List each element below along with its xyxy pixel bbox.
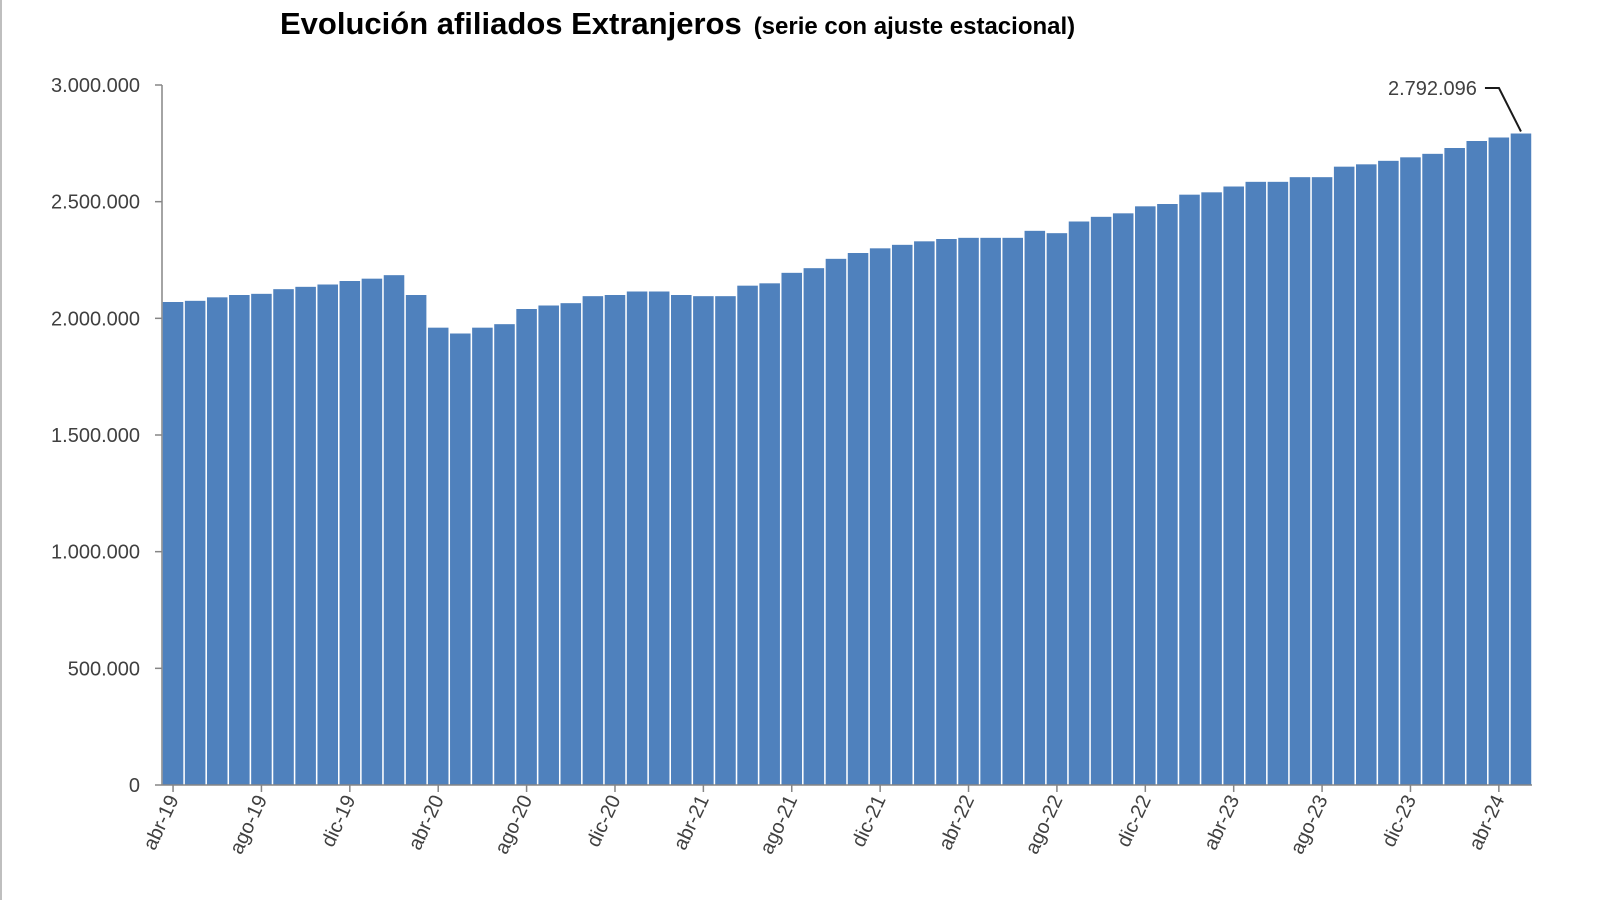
bar — [427, 327, 449, 785]
x-tick-label: abr-23 — [1200, 792, 1244, 854]
bar — [1311, 177, 1333, 786]
chart-title-main: Evolución afiliados Extranjeros — [280, 6, 742, 41]
bar — [1289, 177, 1311, 786]
bar — [648, 291, 670, 785]
bar — [494, 324, 515, 785]
bar — [229, 295, 250, 785]
bar — [472, 327, 493, 785]
bar — [383, 275, 405, 785]
bar — [1422, 153, 1443, 785]
bar — [582, 296, 604, 785]
bar — [693, 296, 714, 785]
bar — [869, 248, 891, 785]
x-tick-label: abr-20 — [404, 792, 448, 854]
bar — [560, 303, 582, 785]
bar — [671, 295, 692, 785]
annotation-label: 2.792.096 — [1388, 78, 1477, 100]
y-tick-label: 3.000.000 — [51, 75, 140, 97]
bar — [626, 291, 648, 785]
x-tick-label: abr-21 — [670, 792, 714, 854]
bar — [759, 283, 780, 785]
bar — [317, 284, 338, 785]
bar — [1135, 206, 1156, 785]
x-tick-label: dic-21 — [848, 792, 891, 851]
bar — [604, 295, 626, 785]
bar — [1333, 166, 1355, 786]
bar — [405, 295, 427, 785]
x-tick-label: abr-19 — [139, 792, 183, 854]
x-tick-label: abr-24 — [1465, 792, 1509, 854]
bar — [1356, 164, 1377, 785]
bar — [1179, 194, 1200, 786]
x-tick-label: ago-23 — [1286, 792, 1332, 858]
bar — [1046, 233, 1068, 786]
bar — [1267, 181, 1289, 785]
bar — [1444, 148, 1465, 785]
bar — [1488, 137, 1510, 785]
bar — [914, 241, 935, 785]
x-tick-label: dic-19 — [317, 792, 360, 851]
bar — [847, 253, 869, 785]
y-axis: 0 500.000 1.000.000 1.500.000 2.000.000 2.500… — [51, 75, 163, 797]
bar — [1378, 160, 1399, 785]
bar — [891, 244, 913, 785]
bar — [206, 297, 228, 785]
annotation-layer: 2.792.096 — [1388, 78, 1522, 132]
x-tick-label: dic-22 — [1113, 792, 1156, 851]
bar — [803, 268, 825, 785]
x-tick-label: dic-23 — [1378, 792, 1421, 851]
bar — [1400, 157, 1421, 785]
y-tick-label: 2.500.000 — [51, 192, 140, 214]
bar — [715, 296, 736, 785]
bar — [781, 272, 803, 786]
bar — [251, 293, 272, 785]
bar — [516, 309, 537, 785]
bar — [361, 278, 383, 785]
bar — [273, 289, 294, 785]
bar — [339, 281, 361, 785]
x-tick-label: ago-20 — [491, 792, 537, 858]
bar — [1068, 221, 1090, 785]
x-tick-label: abr-22 — [935, 792, 979, 854]
y-tick-label: 1.000.000 — [51, 542, 140, 564]
bar — [958, 237, 979, 785]
bar — [1223, 186, 1244, 785]
y-tick-label: 500.000 — [68, 658, 140, 680]
bar — [450, 333, 471, 785]
bar — [538, 305, 559, 785]
bar — [1510, 133, 1532, 785]
x-tick-label: ago-21 — [756, 792, 802, 858]
y-tick-label: 1.500.000 — [51, 425, 140, 447]
y-tick-label: 0 — [129, 775, 140, 797]
chart-subtitle: (serie con ajuste estacional) — [754, 13, 1075, 40]
bar — [980, 237, 1001, 785]
bar — [1024, 230, 1046, 785]
chart-title: Evolución afiliados Extranjeros (serie c… — [280, 6, 1075, 41]
bar — [936, 239, 957, 785]
x-axis: abr-19 ago-19 dic-19 abr-20 ago-20 dic-20 abr-… — [139, 784, 1532, 858]
bar — [184, 300, 206, 785]
bar-series — [162, 133, 1532, 786]
bar — [1466, 141, 1488, 785]
x-tick-label: ago-22 — [1021, 792, 1067, 858]
bar — [162, 302, 184, 785]
bar — [1002, 237, 1023, 785]
bar — [1112, 213, 1134, 785]
bar — [1201, 192, 1222, 785]
bar — [825, 258, 847, 786]
annotation-leader-line — [1484, 87, 1522, 132]
bar — [1090, 216, 1112, 785]
bar — [1157, 204, 1178, 785]
x-tick-label: dic-20 — [583, 792, 626, 851]
bar — [737, 285, 758, 785]
bar — [295, 286, 316, 785]
y-tick-label: 2.000.000 — [51, 308, 140, 330]
x-tick-label: ago-19 — [226, 792, 272, 858]
bar — [1245, 181, 1267, 785]
